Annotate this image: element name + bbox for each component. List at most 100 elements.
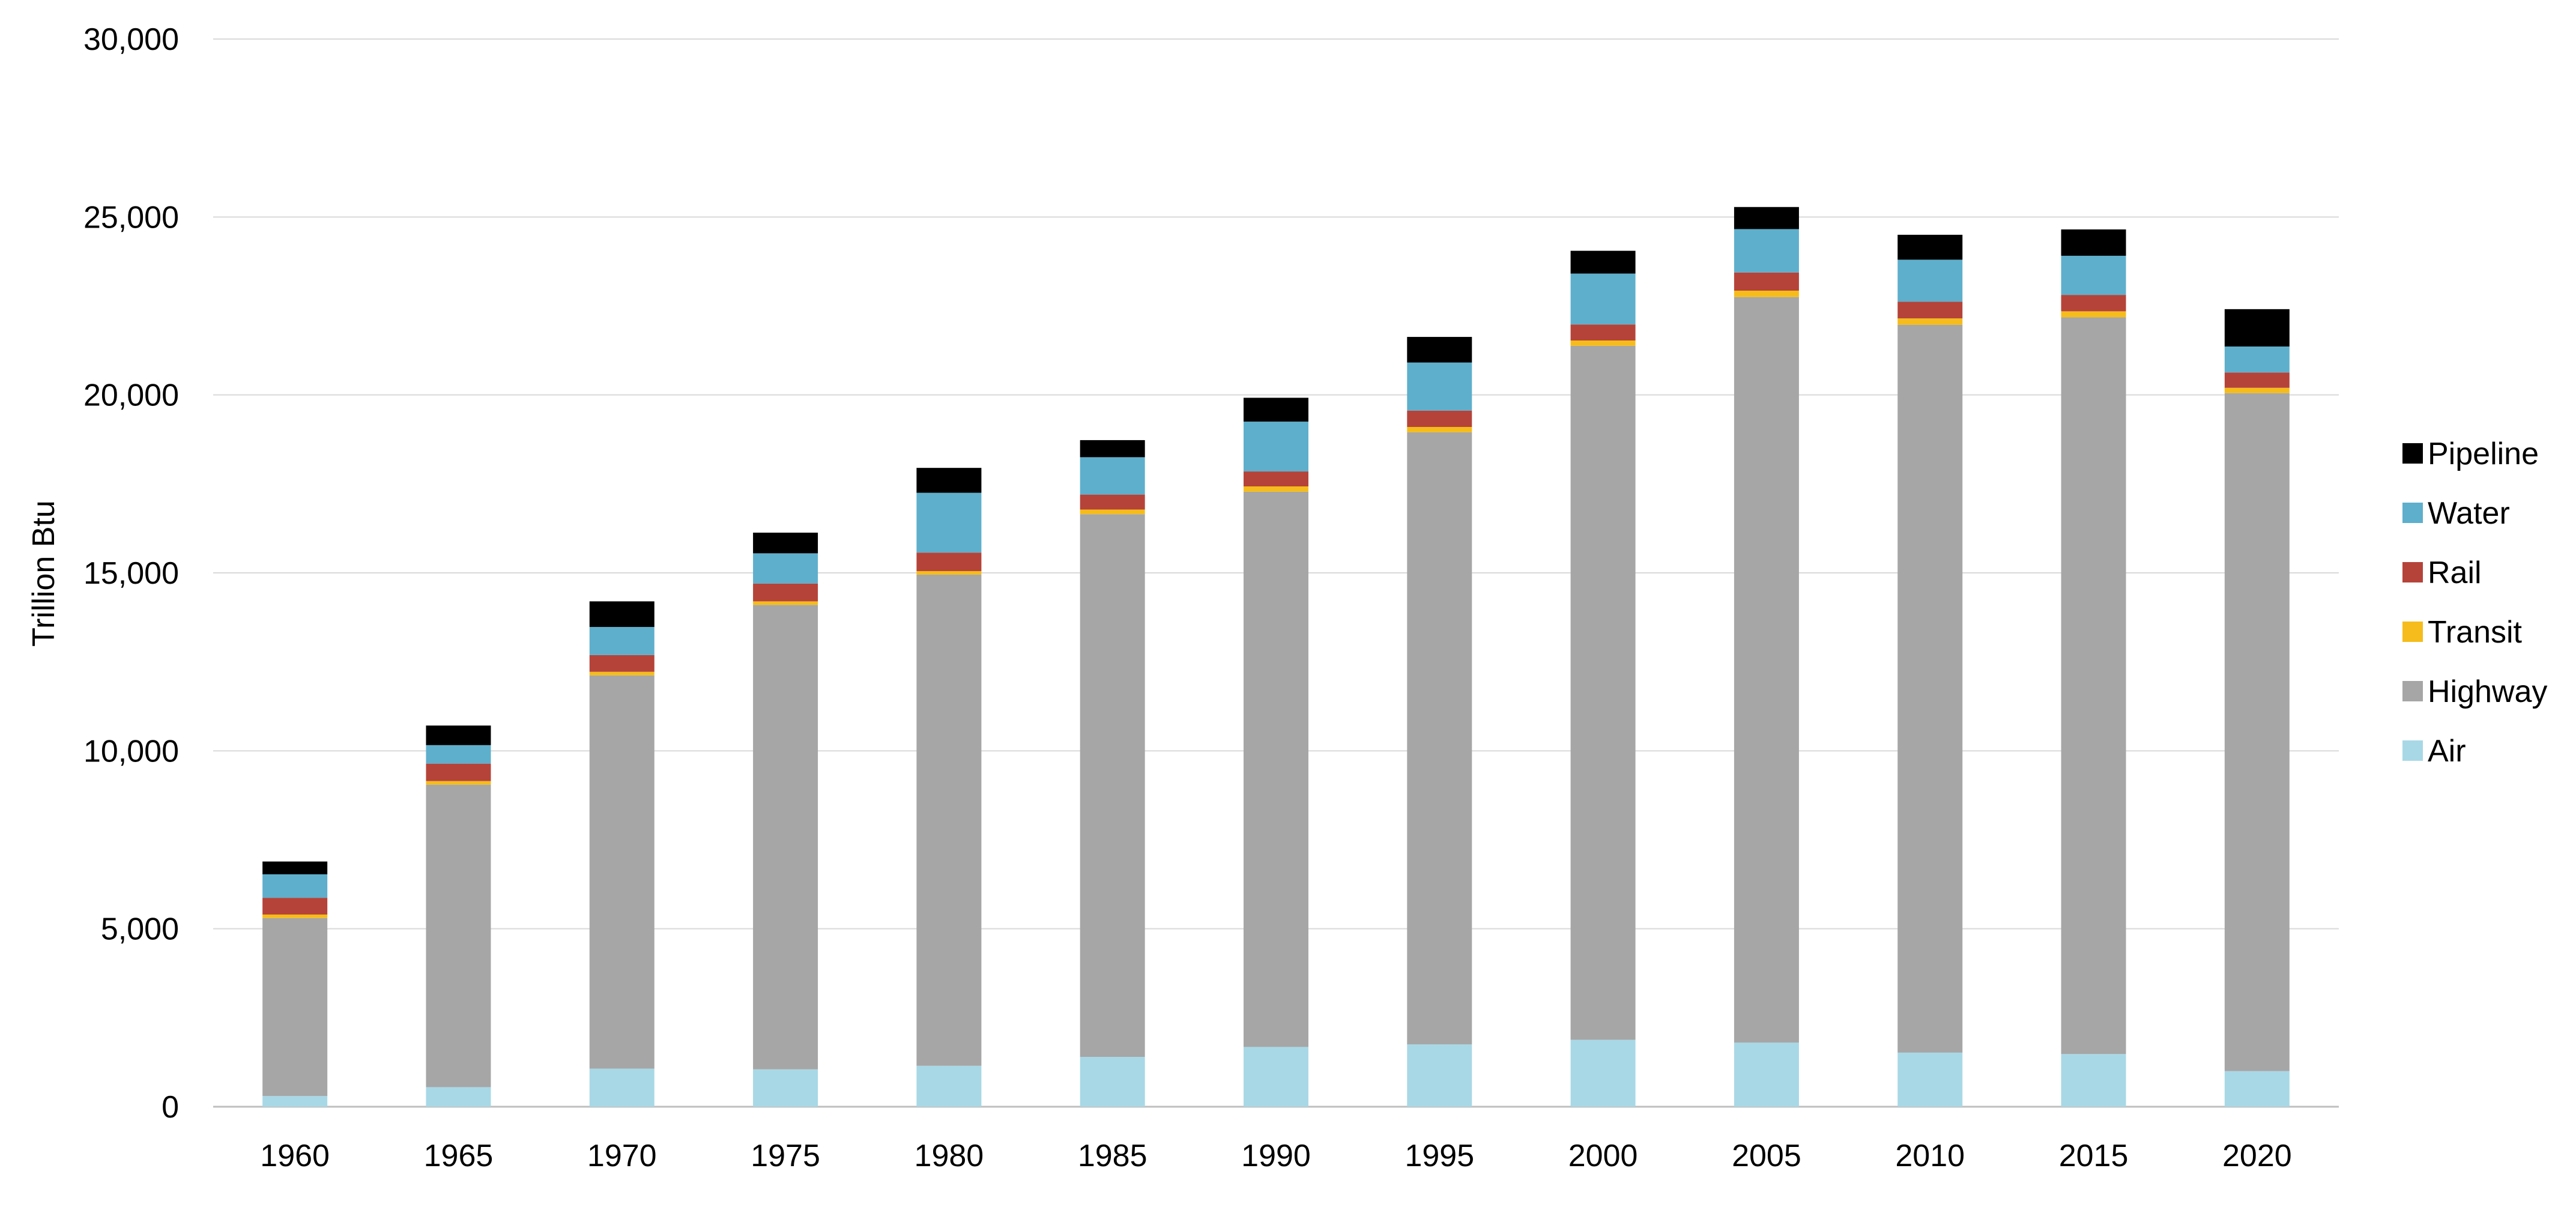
bar-group-2005 xyxy=(1734,207,1799,1107)
x-axis-ticks: 1960 1965 1970 1975 1980 1985 1990 1995 2000 2005… xyxy=(260,1139,2291,1173)
bar-rail-1990 xyxy=(1244,471,1308,486)
bar-highway-1975 xyxy=(753,605,818,1069)
bar-transit-1980 xyxy=(916,571,982,575)
bar-transit-1975 xyxy=(753,601,818,605)
y-tick-label: 20,000 xyxy=(83,378,179,413)
bar-group-1960 xyxy=(262,861,328,1107)
bar-highway-2000 xyxy=(1570,345,1636,1040)
bar-water-1965 xyxy=(426,745,491,764)
bar-highway-1995 xyxy=(1407,432,1472,1045)
legend-label: Pipeline xyxy=(2428,437,2539,471)
bar-rail-2020 xyxy=(2224,372,2290,388)
y-tick-label: 0 xyxy=(162,1090,179,1125)
bar-air-2020 xyxy=(2224,1071,2290,1107)
bar-highway-1990 xyxy=(1244,491,1308,1047)
legend-item-pipeline: Pipeline xyxy=(2402,437,2539,471)
legend-swatch xyxy=(2402,443,2423,464)
bar-highway-2015 xyxy=(2061,317,2126,1054)
bar-highway-1960 xyxy=(262,918,328,1097)
y-tick-label: 25,000 xyxy=(83,200,179,235)
bar-group-1970 xyxy=(589,601,655,1107)
y-tick-label: 10,000 xyxy=(83,734,179,769)
bar-transit-2020 xyxy=(2224,387,2290,393)
bar-transit-2000 xyxy=(1570,340,1636,346)
bar-water-1960 xyxy=(262,874,328,898)
legend-swatch xyxy=(2402,503,2423,523)
bar-pipeline-2000 xyxy=(1570,250,1636,274)
legend-swatch xyxy=(2402,681,2423,701)
x-tick-label: 1960 xyxy=(260,1139,330,1173)
bar-highway-1980 xyxy=(916,574,982,1066)
bar-air-1990 xyxy=(1244,1047,1308,1107)
bar-water-1970 xyxy=(589,627,655,655)
gridlines xyxy=(213,38,2339,1108)
bar-transit-2010 xyxy=(1897,318,1963,325)
bar-pipeline-2015 xyxy=(2061,229,2126,256)
bar-air-2015 xyxy=(2061,1054,2126,1107)
bar-pipeline-1975 xyxy=(753,533,818,554)
x-tick-label: 2000 xyxy=(1568,1139,1638,1173)
x-tick-label: 1975 xyxy=(751,1139,820,1173)
y-axis-label: Trillion Btu xyxy=(26,500,61,647)
bar-transit-1985 xyxy=(1080,509,1145,515)
legend-item-air: Air xyxy=(2402,734,2466,769)
legend-item-highway: Highway xyxy=(2402,674,2547,709)
bar-air-1975 xyxy=(753,1069,818,1107)
bar-group-1990 xyxy=(1244,398,1308,1107)
bar-group-1965 xyxy=(426,725,491,1107)
bar-highway-2020 xyxy=(2224,393,2290,1071)
bar-rail-1965 xyxy=(426,763,491,781)
legend-item-rail: Rail xyxy=(2402,555,2482,590)
bar-pipeline-1970 xyxy=(589,601,655,628)
bar-rail-2010 xyxy=(1897,301,1963,319)
legend-swatch xyxy=(2402,740,2423,761)
bar-highway-2010 xyxy=(1897,324,1963,1053)
legend-swatch xyxy=(2402,562,2423,582)
x-tick-label: 2005 xyxy=(1732,1139,1801,1173)
bar-rail-2015 xyxy=(2061,295,2126,312)
bar-group-2000 xyxy=(1570,250,1636,1107)
legend-label: Transit xyxy=(2428,615,2523,650)
bar-pipeline-2010 xyxy=(1897,234,1963,260)
bar-water-1995 xyxy=(1407,362,1472,411)
bar-air-1960 xyxy=(262,1096,328,1107)
bar-group-1980 xyxy=(916,468,982,1107)
bar-transit-1965 xyxy=(426,781,491,785)
legend-item-water: Water xyxy=(2402,496,2510,531)
bar-group-2015 xyxy=(2061,229,2126,1107)
bar-pipeline-1985 xyxy=(1080,440,1145,458)
bar-water-2005 xyxy=(1734,229,1799,273)
legend-label: Air xyxy=(2428,734,2466,769)
bar-water-1985 xyxy=(1080,457,1145,495)
bar-rail-2005 xyxy=(1734,272,1799,291)
bar-pipeline-1980 xyxy=(916,468,982,493)
bar-group-2010 xyxy=(1897,234,1963,1107)
bar-transit-2005 xyxy=(1734,291,1799,297)
legend-label: Water xyxy=(2428,496,2510,531)
bar-highway-1965 xyxy=(426,784,491,1087)
bar-air-1970 xyxy=(589,1068,655,1107)
bar-air-2000 xyxy=(1570,1039,1636,1107)
bar-group-1995 xyxy=(1407,337,1472,1107)
bar-air-1980 xyxy=(916,1065,982,1107)
bar-rail-1960 xyxy=(262,898,328,915)
bar-transit-1970 xyxy=(589,671,655,676)
bar-pipeline-1960 xyxy=(262,861,328,874)
bar-pipeline-1965 xyxy=(426,725,491,745)
bar-group-2020 xyxy=(2224,309,2290,1107)
x-tick-label: 2010 xyxy=(1895,1139,1965,1173)
bar-rail-1970 xyxy=(589,655,655,672)
bar-rail-2000 xyxy=(1570,324,1636,340)
bar-rail-1975 xyxy=(753,583,818,602)
bar-rail-1980 xyxy=(916,552,982,572)
bar-air-2005 xyxy=(1734,1042,1799,1107)
bar-transit-2015 xyxy=(2061,311,2126,318)
bar-pipeline-1995 xyxy=(1407,337,1472,363)
y-tick-label: 30,000 xyxy=(83,22,179,57)
bar-highway-1970 xyxy=(589,675,655,1069)
legend-label: Rail xyxy=(2428,555,2482,590)
x-tick-label: 2020 xyxy=(2222,1139,2292,1173)
bar-water-1980 xyxy=(916,492,982,553)
